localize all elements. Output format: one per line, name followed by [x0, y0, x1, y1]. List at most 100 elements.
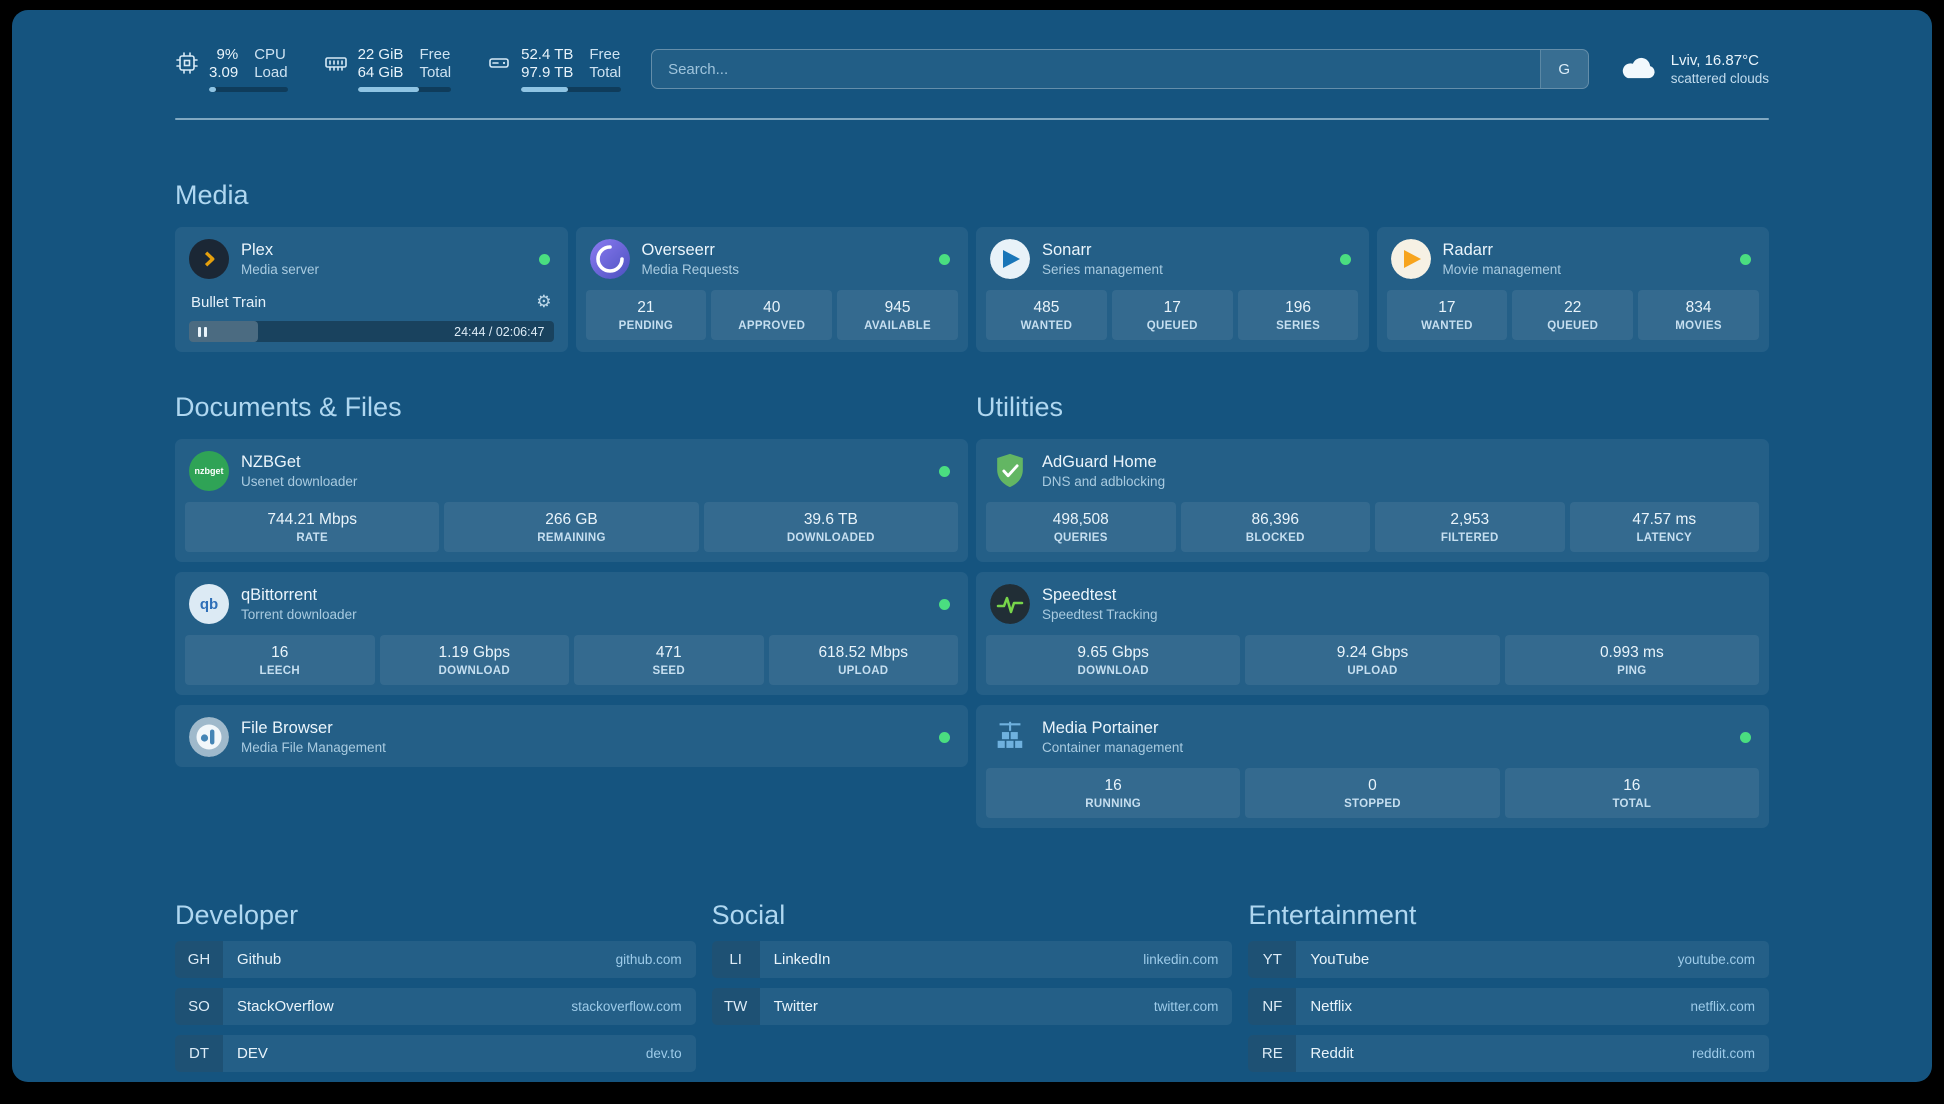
bookmark-github[interactable]: GH Github github.com [175, 941, 696, 978]
disk-progress-fill [521, 87, 569, 92]
disk-total-label: Total [589, 64, 622, 81]
section-title-developer: Developer [175, 900, 299, 930]
bookmark-domain: youtube.com [1677, 952, 1755, 967]
stat-download: 1.19 Gbps DOWNLOAD [379, 635, 569, 685]
service-card-adguard[interactable]: AdGuard Home DNS and adblocking 498,508 … [976, 439, 1769, 562]
bookmark-abbr: TW [711, 988, 760, 1025]
stat-filtered: 2,953 FILTERED [1375, 502, 1565, 552]
bookmark-group-entertainment: Entertainment YT YouTube youtube.com NF … [1248, 900, 1769, 1072]
stat-rate: 744.21 Mbps RATE [185, 502, 440, 552]
bookmark-twitter[interactable]: TW Twitter twitter.com [711, 988, 1233, 1025]
bookmark-domain: reddit.com [1691, 1046, 1755, 1061]
service-card-plex[interactable]: Plex Media server Bullet Train ⚙ [175, 227, 568, 352]
plex-icon [189, 239, 229, 279]
stat-wanted: 17 WANTED [1386, 290, 1508, 340]
weather-condition: scattered clouds [1670, 71, 1769, 86]
stat-running: 16 RUNNING [986, 768, 1241, 818]
resource-widgets: 9% CPU 3.09 Load [175, 46, 622, 92]
bookmark-youtube[interactable]: YT YouTube youtube.com [1248, 941, 1769, 978]
bookmark-domain: twitter.com [1153, 999, 1219, 1014]
search-provider-button[interactable]: G [1539, 50, 1588, 88]
bookmark-linkedin[interactable]: LI LinkedIn linkedin.com [711, 941, 1233, 978]
status-dot [538, 253, 550, 265]
service-subtitle: Media File Management [241, 740, 386, 755]
status-dot [1740, 253, 1751, 265]
bookmark-dev[interactable]: DT DEV dev.to [175, 1035, 696, 1072]
memory-progress-track [357, 87, 452, 92]
cpu-widget: 9% CPU 3.09 Load [175, 46, 288, 92]
service-name: NZBGet [241, 453, 301, 471]
service-name: qBittorrent [241, 586, 318, 604]
service-card-portainer[interactable]: Media Portainer Container management 16 … [976, 705, 1769, 828]
service-card-qbittorrent[interactable]: qb qBittorrent Torrent downloader 16 LEE… [175, 572, 968, 695]
service-card-overseerr[interactable]: Overseerr Media Requests 21 PENDING 40 A… [575, 227, 968, 352]
bookmark-domain: netflix.com [1690, 999, 1755, 1014]
stat-stopped: 0 STOPPED [1245, 768, 1500, 818]
now-playing-time: 24:44 / 02:06:47 [454, 324, 545, 339]
bookmark-name: DEV [237, 1045, 268, 1062]
bookmark-group-social: Social LI LinkedIn linkedin.com TW Twitt… [711, 900, 1233, 1072]
stat-remaining: 266 GB REMAINING [444, 502, 699, 552]
stat-approved: 40 APPROVED [711, 290, 833, 340]
section-media: Media Plex Media server [175, 180, 1769, 352]
memory-icon [324, 51, 348, 80]
bookmark-reddit[interactable]: RE Reddit reddit.com [1248, 1035, 1769, 1072]
plex-progress-fill [189, 321, 259, 342]
disk-free-value: 52.4 TB [521, 46, 574, 63]
disk-icon [487, 51, 511, 80]
speedtest-icon [990, 584, 1030, 624]
section-utilities: Utilities AdGuard Home DNS and adblockin… [976, 392, 1769, 838]
bookmark-abbr: SO [175, 988, 223, 1025]
service-name: AdGuard Home [1042, 453, 1157, 471]
service-name: Media Portainer [1042, 719, 1159, 737]
status-dot [939, 253, 950, 265]
plex-progress-bar[interactable]: 24:44 / 02:06:47 [189, 321, 554, 342]
service-name: Overseerr [641, 241, 715, 259]
gear-icon[interactable]: ⚙ [536, 292, 552, 311]
adguard-icon [990, 451, 1030, 491]
section-title-utilities: Utilities [976, 392, 1064, 422]
bookmark-name: Github [237, 951, 282, 968]
service-card-radarr[interactable]: Radarr Movie management 17 WANTED 22 QUE… [1376, 227, 1769, 352]
search-input[interactable] [652, 50, 1540, 88]
radarr-icon [1390, 239, 1431, 279]
bookmark-name: StackOverflow [237, 998, 334, 1015]
service-subtitle: DNS and adblocking [1042, 474, 1166, 489]
status-dot [939, 598, 950, 610]
service-card-filebrowser[interactable]: File Browser Media File Management [175, 705, 968, 767]
section-title-documents: Documents & Files [175, 392, 402, 422]
bookmark-domain: linkedin.com [1143, 952, 1219, 967]
stat-blocked: 86,396 BLOCKED [1180, 502, 1370, 552]
service-subtitle: Movie management [1442, 262, 1562, 277]
section-title-social: Social [711, 900, 786, 930]
service-subtitle: Usenet downloader [241, 474, 358, 489]
bookmark-abbr: NF [1248, 988, 1297, 1025]
memory-total-label: Total [419, 64, 452, 81]
disk-free-label: Free [589, 46, 621, 63]
dashboard-screen: 9% CPU 3.09 Load [12, 10, 1932, 1082]
now-playing-title: Bullet Train [191, 293, 267, 311]
service-card-nzbget[interactable]: nzbget NZBGet Usenet downloader 744.21 M… [175, 439, 968, 562]
bookmark-abbr: RE [1248, 1035, 1297, 1072]
plex-now-playing: Bullet Train ⚙ 24:44 / 02:06:47 [185, 290, 558, 342]
cpu-progress-fill [209, 87, 217, 92]
memory-progress-fill [357, 87, 420, 92]
bookmark-stackoverflow[interactable]: SO StackOverflow stackoverflow.com [175, 988, 696, 1025]
bookmark-name: Twitter [773, 998, 818, 1015]
service-name: Sonarr [1042, 241, 1092, 259]
section-title-media: Media [175, 180, 249, 210]
stat-downloaded: 39.6 TB DOWNLOADED [703, 502, 958, 552]
cpu-usage-label: CPU [254, 46, 286, 63]
header-divider [175, 118, 1769, 120]
memory-free-label: Free [419, 46, 451, 63]
service-card-speedtest[interactable]: Speedtest Speedtest Tracking 9.65 Gbps D… [976, 572, 1769, 695]
stat-queued: 22 QUEUED [1512, 290, 1634, 340]
stat-queries: 498,508 QUERIES [986, 502, 1176, 552]
pause-icon[interactable] [198, 326, 207, 337]
service-card-sonarr[interactable]: Sonarr Series management 485 WANTED 17 Q… [976, 227, 1369, 352]
stat-download: 9.65 Gbps DOWNLOAD [986, 635, 1241, 685]
bookmark-netflix[interactable]: NF Netflix netflix.com [1248, 988, 1769, 1025]
status-dot [1740, 731, 1751, 743]
bookmark-name: YouTube [1310, 951, 1370, 968]
stat-wanted: 485 WANTED [986, 290, 1107, 340]
